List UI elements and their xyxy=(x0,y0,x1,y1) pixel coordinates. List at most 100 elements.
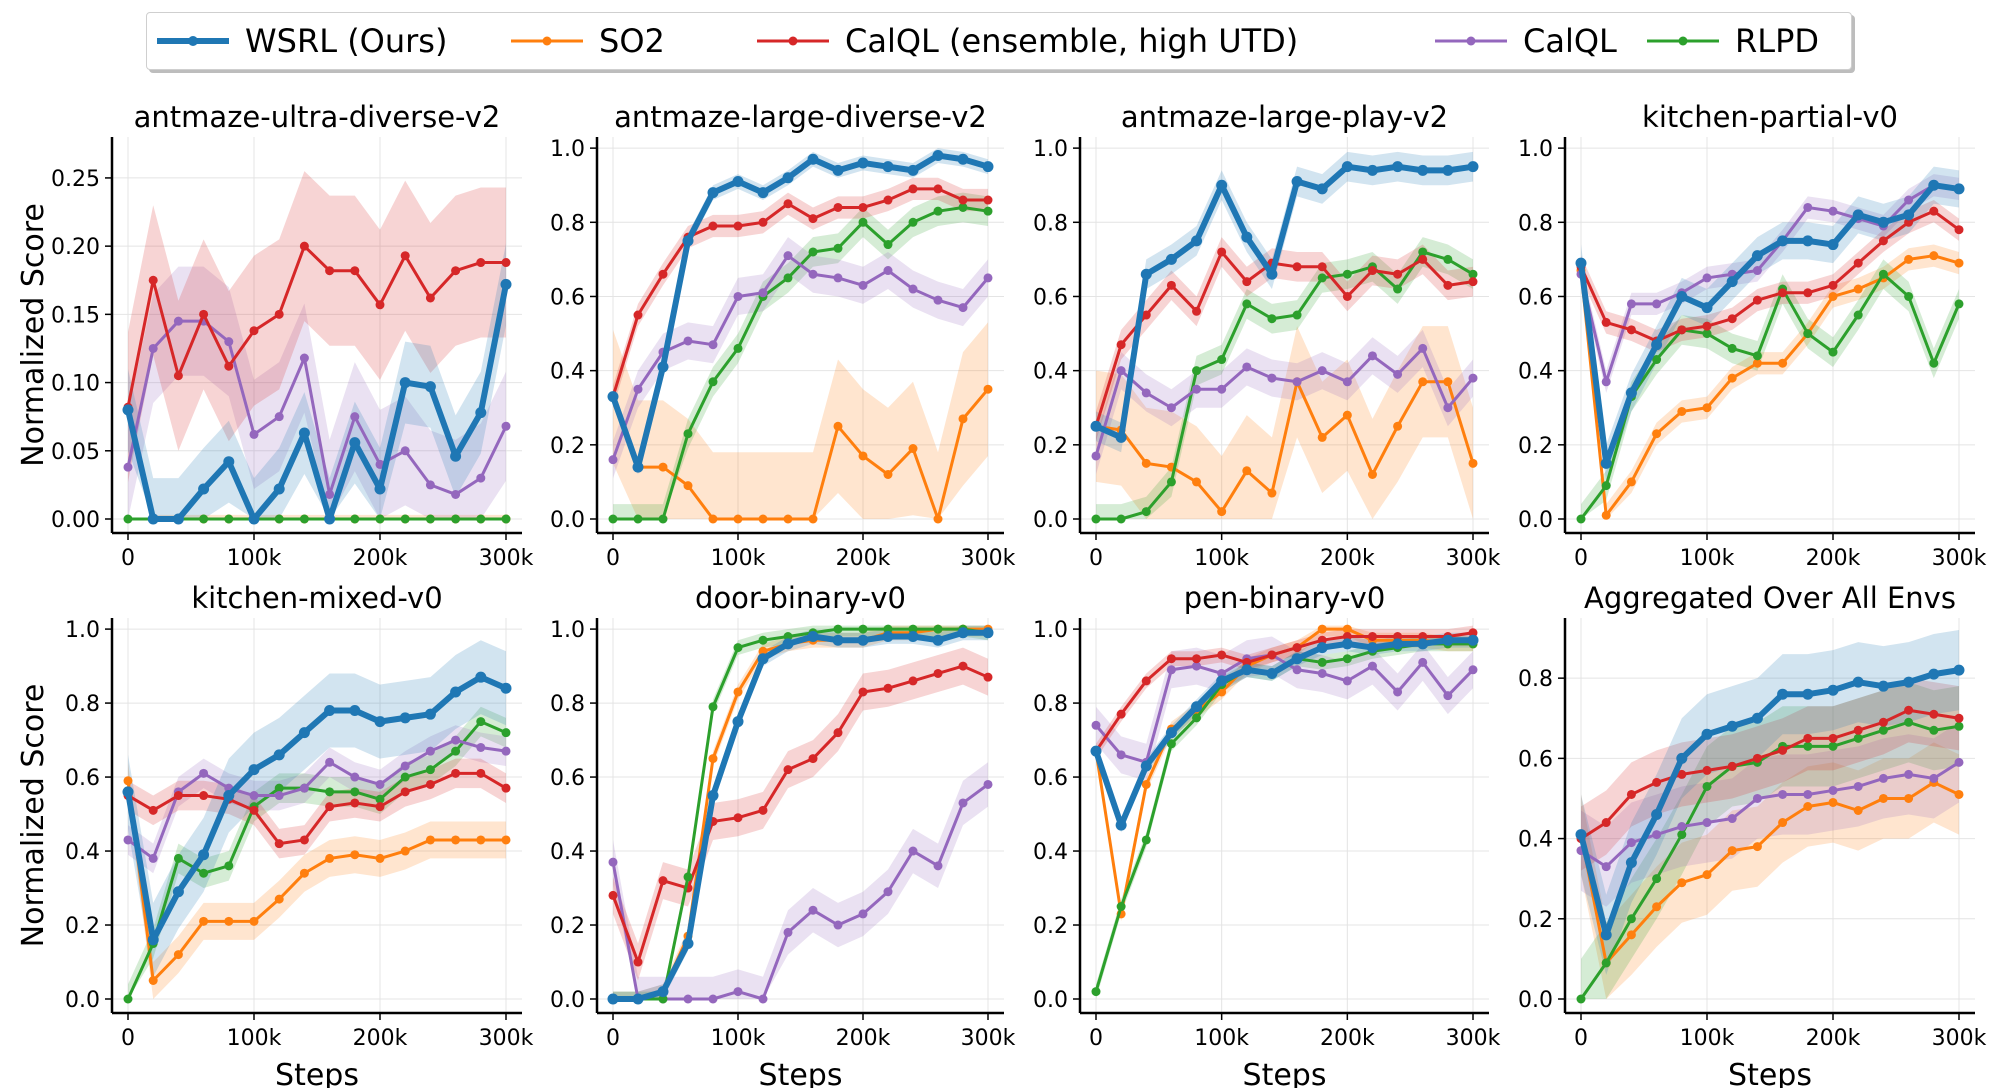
point-calql xyxy=(274,791,284,801)
point-so2 xyxy=(325,853,335,863)
band-wsrl xyxy=(1581,630,1959,975)
point-rlpd xyxy=(858,217,868,227)
point-calqlE xyxy=(249,805,259,815)
point-calql xyxy=(933,295,943,305)
point-wsrl xyxy=(1777,688,1789,700)
x-tick-label: 200k xyxy=(353,1026,408,1051)
series-line-rlpd xyxy=(126,720,507,1000)
series-line-wsrl xyxy=(125,283,509,522)
point-calqlE xyxy=(148,805,158,815)
point-rlpd xyxy=(299,514,309,524)
point-calql xyxy=(451,489,461,499)
point-rlpd xyxy=(1853,310,1863,320)
point-calql xyxy=(451,735,461,745)
point-calqlE xyxy=(1292,262,1302,272)
point-calql xyxy=(683,994,693,1004)
panel-title: antmaze-ultra-diverse-v2 xyxy=(134,100,501,134)
point-wsrl xyxy=(399,712,411,724)
y-tick-label: 0.15 xyxy=(51,303,100,328)
point-so2 xyxy=(1853,806,1863,816)
y-tick-label: 0.4 xyxy=(1518,828,1553,853)
point-rlpd xyxy=(1652,355,1662,365)
point-wsrl xyxy=(1266,667,1278,679)
point-calql xyxy=(833,273,843,283)
point-rlpd xyxy=(451,746,461,756)
point-calql xyxy=(249,429,259,439)
point-so2 xyxy=(933,514,943,524)
point-wsrl xyxy=(1392,161,1404,173)
point-rlpd xyxy=(501,728,511,738)
series-line-wsrl xyxy=(125,674,508,943)
band-calqlE xyxy=(1096,237,1473,442)
point-so2 xyxy=(1752,358,1762,368)
series-line-so2 xyxy=(1579,780,1960,965)
series-line-calqlE xyxy=(1094,250,1474,427)
point-wsrl xyxy=(475,671,487,683)
band-calqlE xyxy=(613,647,988,981)
point-so2 xyxy=(451,835,461,845)
point-so2 xyxy=(1828,291,1838,301)
panel-1 xyxy=(105,137,522,540)
point-wsrl xyxy=(732,716,744,728)
point-so2 xyxy=(1393,421,1403,431)
point-wsrl xyxy=(857,157,869,169)
y-tick-label: 1.0 xyxy=(550,618,585,643)
y-tick-label: 1.0 xyxy=(1033,618,1068,643)
point-calql xyxy=(1752,266,1762,276)
point-so2 xyxy=(758,646,768,656)
point-rlpd xyxy=(1702,329,1712,339)
x-tick-label: 100k xyxy=(711,546,766,571)
point-calqlE xyxy=(1954,225,1964,235)
series-line-calql xyxy=(1579,183,1960,384)
point-rlpd xyxy=(1342,269,1352,279)
point-calql xyxy=(783,927,793,937)
point-calqlE xyxy=(658,876,668,886)
y-tick-label: 0.2 xyxy=(65,914,100,939)
y-axis-label: Normalized Score xyxy=(16,684,51,948)
point-calqlE xyxy=(451,266,461,276)
x-tick-label: 300k xyxy=(1446,546,1501,571)
point-rlpd xyxy=(983,206,993,216)
point-so2 xyxy=(1778,818,1788,828)
y-tick-label: 0.8 xyxy=(1518,667,1553,692)
point-so2 xyxy=(1853,284,1863,294)
point-calqlE xyxy=(1342,291,1352,301)
point-rlpd xyxy=(733,643,743,653)
point-wsrl xyxy=(857,634,869,646)
point-calql xyxy=(1242,362,1252,372)
point-so2 xyxy=(425,835,435,845)
point-calqlE xyxy=(983,195,993,205)
y-tick-label: 1.0 xyxy=(1518,137,1553,162)
point-calqlE xyxy=(633,957,643,967)
point-so2 xyxy=(1727,846,1737,856)
panel-title: pen-binary-v0 xyxy=(1184,581,1386,615)
point-calql xyxy=(1292,377,1302,387)
panel-title: kitchen-mixed-v0 xyxy=(191,581,442,615)
y-tick-label: 0.4 xyxy=(550,840,585,865)
point-calqlE xyxy=(1601,317,1611,327)
point-calqlE xyxy=(1267,650,1277,660)
x-axis-label: Steps xyxy=(1728,1058,1812,1088)
point-calql xyxy=(633,384,643,394)
point-rlpd xyxy=(858,624,868,634)
point-so2 xyxy=(224,916,234,926)
point-wsrl xyxy=(707,790,719,802)
point-rlpd xyxy=(708,377,718,387)
point-rlpd xyxy=(833,624,843,634)
point-rlpd xyxy=(123,514,133,524)
legend-label-wsrl: WSRL (Ours) xyxy=(245,22,448,60)
point-wsrl xyxy=(1241,231,1253,243)
legend-label-so2: SO2 xyxy=(599,22,665,60)
point-so2 xyxy=(1954,258,1964,268)
point-calql xyxy=(173,316,183,326)
point-calqlE xyxy=(375,802,385,812)
y-tick-label: 0.4 xyxy=(1033,840,1068,865)
point-calql xyxy=(1418,343,1428,353)
series-line-rlpd xyxy=(1579,272,1961,520)
point-rlpd xyxy=(1828,741,1838,751)
point-calqlE xyxy=(1727,314,1737,324)
point-so2 xyxy=(733,687,743,697)
point-rlpd xyxy=(833,243,843,253)
point-calqlE xyxy=(1601,818,1611,828)
point-so2 xyxy=(1652,902,1662,912)
